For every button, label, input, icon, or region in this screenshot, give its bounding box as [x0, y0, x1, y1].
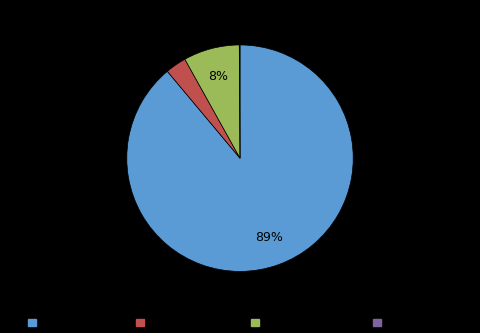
Text: 89%: 89% — [255, 231, 283, 244]
Wedge shape — [185, 45, 240, 158]
Legend: Wages & Salaries, Employee Benefits, Operating Expenses, Debt Service: Wages & Salaries, Employee Benefits, Ope… — [24, 314, 456, 332]
Text: 8%: 8% — [208, 70, 228, 83]
Wedge shape — [127, 45, 353, 271]
Wedge shape — [168, 59, 240, 158]
